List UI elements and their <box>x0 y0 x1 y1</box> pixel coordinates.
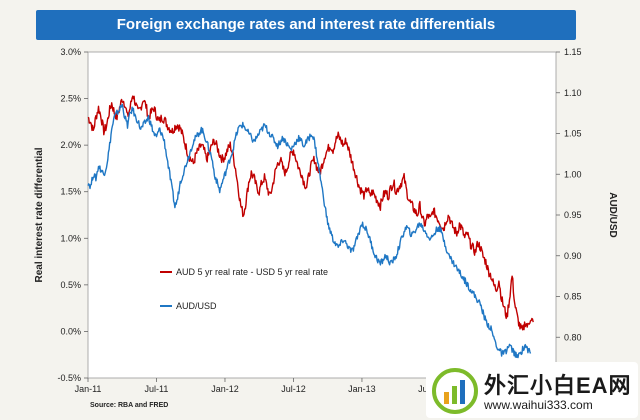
right-tick-label: 0.90 <box>564 251 582 261</box>
left-tick-label: 3.0% <box>60 47 81 57</box>
x-tick-label: Jan-13 <box>348 384 376 394</box>
left-axis-ticks: -0.5% 0.0% 0.5% 1.0% 1.5% 2.0% 2.5% 3.0% <box>57 47 88 383</box>
watermark-logo-icon <box>432 368 478 414</box>
series-line-audusd <box>87 103 532 359</box>
x-tick-label: Jul-11 <box>145 384 169 394</box>
right-tick-label: 1.15 <box>564 47 582 57</box>
right-tick-label: 1.05 <box>564 129 582 139</box>
right-tick-label: 1.10 <box>564 88 582 98</box>
legend: AUD 5 yr real rate - USD 5 yr real rate … <box>160 267 328 311</box>
x-tick-label: Jan-12 <box>211 384 239 394</box>
y-axis-title-left: Real interest rate differential <box>34 147 45 282</box>
left-tick-label: 2.0% <box>60 140 81 150</box>
left-tick-label: 1.0% <box>60 233 81 243</box>
series-lines <box>87 95 534 359</box>
right-axis-ticks: 0.80 0.85 0.90 0.95 1.00 1.05 1.10 1.15 <box>556 47 582 342</box>
plot-area <box>87 51 557 379</box>
legend-label-differential: AUD 5 yr real rate - USD 5 yr real rate <box>176 267 328 277</box>
watermark-title: 外汇小白EA网 <box>484 373 632 398</box>
series-line-differential <box>87 95 534 331</box>
left-tick-label: 0.5% <box>60 280 81 290</box>
left-tick-label: 2.5% <box>60 94 81 104</box>
left-tick-label: 0.0% <box>60 326 81 336</box>
y-axis-title-right: AUD/USD <box>607 192 618 238</box>
x-tick-label: Jan-11 <box>75 384 102 394</box>
source-note: Source: RBA and FRED <box>90 402 168 409</box>
right-tick-label: 0.80 <box>564 332 582 342</box>
left-tick-label: 1.5% <box>60 187 81 197</box>
right-tick-label: 0.95 <box>564 210 582 220</box>
legend-label-audusd: AUD/USD <box>176 301 217 311</box>
left-tick-label: -0.5% <box>57 373 81 383</box>
watermark-url: www.waihui333.com <box>484 398 593 412</box>
watermark: 外汇小白EA网 www.waihui333.com <box>426 362 638 418</box>
chart-title: Foreign exchange rates and interest rate… <box>36 10 576 40</box>
right-tick-label: 1.00 <box>564 169 582 179</box>
right-tick-label: 0.85 <box>564 292 582 302</box>
x-tick-label: Jul-12 <box>281 384 306 394</box>
